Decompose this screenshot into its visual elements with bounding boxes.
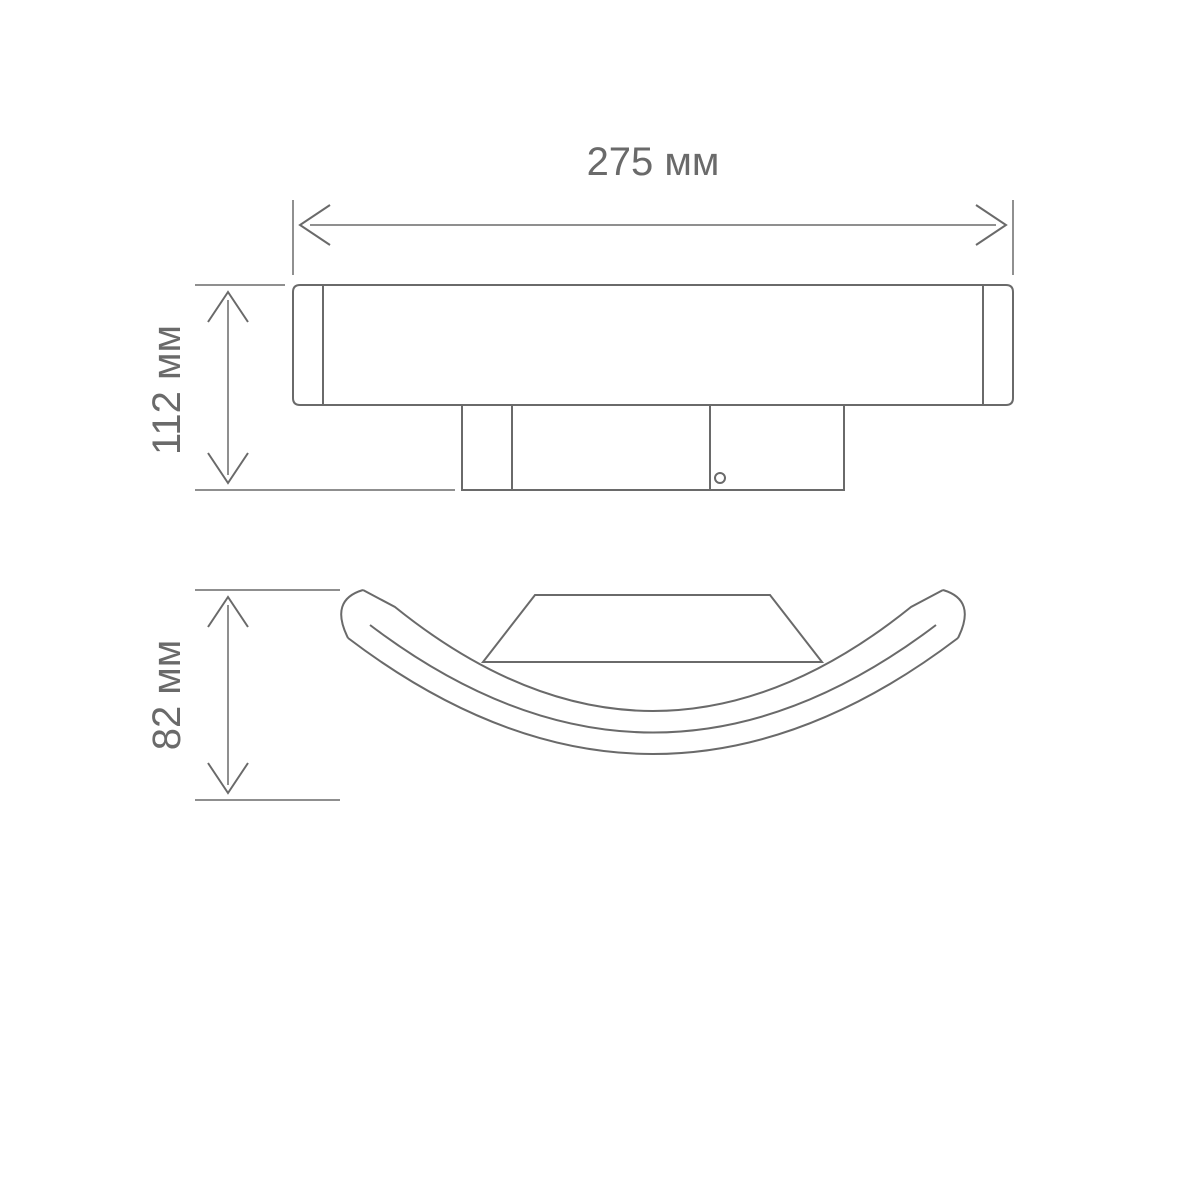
dimension-width: 275 мм [293, 140, 1013, 275]
technical-drawing: 275 мм 112 мм 82 мм [0, 0, 1199, 1199]
dimension-height-bottom-label: 82 мм [145, 640, 189, 751]
dimension-height-top-label: 112 мм [145, 325, 189, 455]
front-view [293, 285, 1013, 490]
dimension-height-top: 112 мм [145, 285, 455, 490]
dimension-width-label: 275 мм [587, 140, 720, 184]
